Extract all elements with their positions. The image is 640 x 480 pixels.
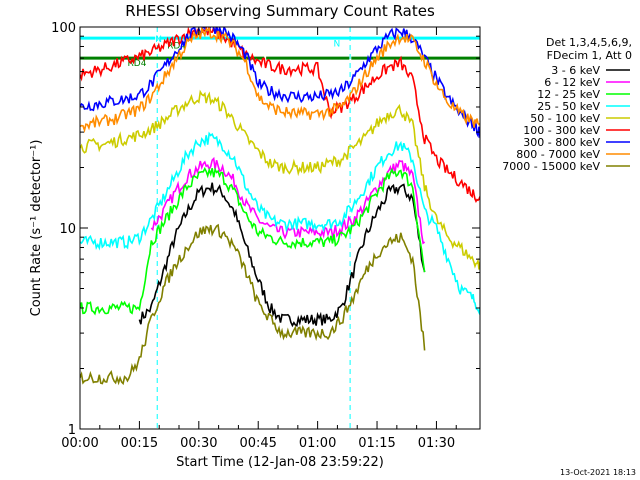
- x-tick-label: 01:15: [358, 436, 395, 451]
- legend-label: 300 - 800 keV: [523, 136, 600, 149]
- series-line: [80, 27, 480, 134]
- y-axis-label: Count Rate (s⁻¹ detector⁻¹): [29, 140, 44, 317]
- series-line: [80, 223, 426, 386]
- legend-label: 3 - 6 keV: [551, 64, 600, 77]
- timestamp: 13-Oct-2021 18:13: [560, 468, 636, 477]
- series-line: [80, 89, 480, 270]
- series-line: [80, 27, 480, 139]
- x-tick-label: 01:30: [418, 436, 455, 451]
- x-tick-label: 00:45: [239, 436, 276, 451]
- legend-label: 50 - 100 keV: [530, 112, 600, 125]
- y-tick-label: 1: [68, 423, 76, 438]
- x-axis-label: Start Time (12-Jan-08 23:59:22): [176, 455, 384, 470]
- series-line: [80, 166, 426, 316]
- x-tick-label: 00:00: [61, 436, 98, 451]
- x-tick-label: 00:15: [121, 436, 158, 451]
- axis-ticks: 00:00 00:15 00:30 00:45 01:00 01:15 01:30 1 10 10…: [51, 21, 480, 451]
- series-line: [80, 27, 480, 204]
- x-tick-label: 00:30: [180, 436, 217, 451]
- legend: Det 1,3,4,5,6,9,FDecim 1, Att 0 3 - 6 keV…: [502, 36, 632, 173]
- marker-label: N: [155, 35, 162, 45]
- y-tick-label: 10: [59, 222, 76, 237]
- legend-header: Det 1,3,4,5,6,9,: [546, 36, 632, 49]
- marker-label: RD4: [167, 42, 186, 52]
- y-tick-label: 100: [51, 21, 76, 36]
- legend-label: 25 - 50 keV: [537, 100, 600, 113]
- legend-header: FDecim 1, Att 0: [547, 49, 632, 62]
- marker-label: RD4: [128, 59, 147, 69]
- legend-label: 12 - 25 keV: [537, 88, 600, 101]
- legend-label: 100 - 300 keV: [523, 124, 600, 137]
- marker-label: N: [333, 39, 340, 49]
- series-layer: [80, 27, 480, 386]
- plot-frame: [79, 26, 481, 430]
- legend-label: 7000 - 15000 keV: [502, 160, 600, 173]
- series-line: [138, 182, 426, 328]
- legend-label: 800 - 7000 keV: [516, 148, 600, 161]
- chart-title: RHESSI Observing Summary Count Rates: [125, 2, 435, 20]
- x-tick-label: 01:00: [299, 436, 336, 451]
- series-line: [80, 131, 480, 316]
- legend-label: 6 - 12 keV: [544, 76, 600, 89]
